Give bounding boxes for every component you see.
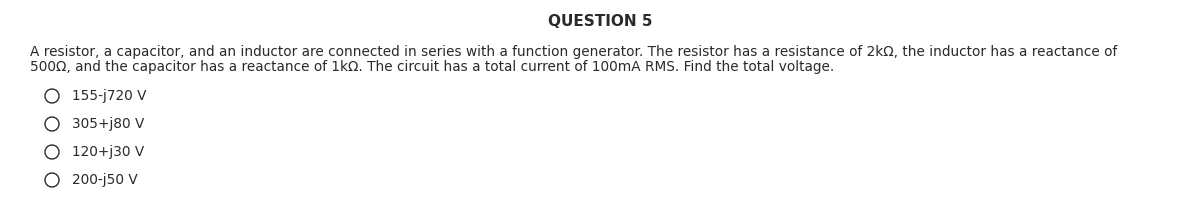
Text: 155-j720 V: 155-j720 V	[72, 89, 146, 103]
Text: 305+j80 V: 305+j80 V	[72, 117, 144, 131]
Text: 200-j50 V: 200-j50 V	[72, 173, 138, 187]
Text: QUESTION 5: QUESTION 5	[547, 14, 653, 29]
Text: 500Ω, and the capacitor has a reactance of 1kΩ. The circuit has a total current : 500Ω, and the capacitor has a reactance …	[30, 60, 834, 74]
Text: 120+j30 V: 120+j30 V	[72, 145, 144, 159]
Text: A resistor, a capacitor, and an inductor are connected in series with a function: A resistor, a capacitor, and an inductor…	[30, 45, 1117, 59]
